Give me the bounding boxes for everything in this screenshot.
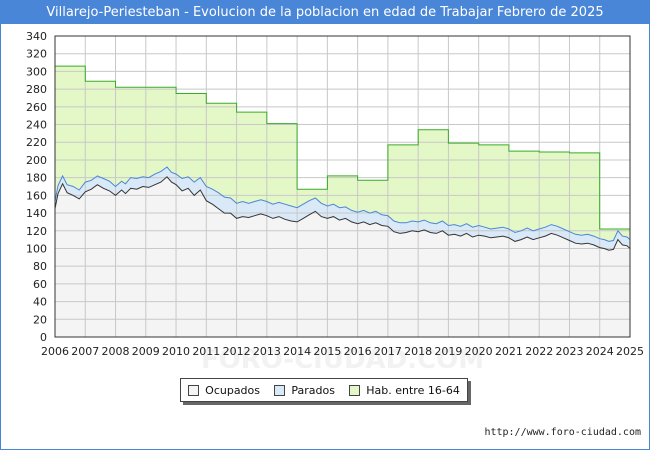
x-tick-2010: 2010 [162, 345, 190, 358]
footer-url: http://www.foro-ciudad.com [484, 427, 641, 438]
x-tick-2024: 2024 [586, 345, 614, 358]
legend-label-parados: Parados [291, 383, 335, 397]
x-tick-2011: 2011 [192, 345, 220, 358]
y-tick-120: 120 [26, 225, 47, 238]
x-tick-2017: 2017 [374, 345, 402, 358]
legend-item-habitantes: Hab. entre 16-64 [349, 384, 460, 397]
legend-label-habitantes: Hab. entre 16-64 [366, 383, 460, 397]
line-parados [54, 166, 631, 242]
legend-item-ocupados: Ocupados [188, 384, 260, 397]
x-tick-2021: 2021 [495, 345, 523, 358]
y-tick-180: 180 [26, 172, 47, 185]
watermark: FORO-CIUDAD.COM [201, 345, 484, 375]
y-tick-220: 220 [26, 136, 47, 149]
y-tick-160: 160 [26, 189, 47, 202]
area-habitantes [55, 66, 630, 242]
legend-item-parados: Parados [274, 384, 335, 397]
y-tick-0: 0 [40, 331, 47, 344]
area-ocupados [55, 176, 630, 337]
x-tick-2020: 2020 [465, 345, 493, 358]
x-tick-2018: 2018 [404, 345, 432, 358]
legend-swatch-parados [274, 384, 286, 396]
x-tick-2016: 2016 [344, 345, 372, 358]
chart-title: Villarejo-Periesteban - Evolucion de la … [1, 1, 649, 24]
x-tick-2013: 2013 [253, 345, 281, 358]
x-tick-2012: 2012 [223, 345, 251, 358]
x-tick-2019: 2019 [434, 345, 462, 358]
y-tick-340: 340 [26, 30, 47, 43]
x-tick-2014: 2014 [283, 345, 311, 358]
area-parados [55, 167, 630, 251]
y-tick-280: 280 [26, 83, 47, 96]
y-tick-20: 20 [33, 313, 47, 326]
y-tick-80: 80 [33, 260, 47, 273]
y-tick-60: 60 [33, 278, 47, 291]
plot-border [54, 35, 631, 338]
chart-legend: Ocupados Parados Hab. entre 16-64 [180, 378, 468, 402]
x-tick-2015: 2015 [313, 345, 341, 358]
x-tick-2022: 2022 [525, 345, 553, 358]
x-tick-2007: 2007 [71, 345, 99, 358]
line-ocupados [54, 176, 631, 251]
x-tick-2009: 2009 [132, 345, 160, 358]
x-tick-2006: 2006 [41, 345, 69, 358]
line-habitantes [55, 65, 630, 230]
legend-swatch-ocupados [188, 384, 200, 396]
y-tick-320: 320 [26, 48, 47, 61]
x-tick-2023: 2023 [555, 345, 583, 358]
y-tick-40: 40 [33, 296, 47, 309]
y-tick-240: 240 [26, 119, 47, 132]
y-tick-100: 100 [26, 242, 47, 255]
x-tick-2008: 2008 [102, 345, 130, 358]
x-tick-2025: 2025 [616, 345, 644, 358]
y-tick-200: 200 [26, 154, 47, 167]
legend-swatch-habitantes [349, 384, 361, 396]
y-tick-260: 260 [26, 101, 47, 114]
legend-label-ocupados: Ocupados [205, 383, 261, 397]
y-tick-300: 300 [26, 65, 47, 78]
y-tick-140: 140 [26, 207, 47, 220]
